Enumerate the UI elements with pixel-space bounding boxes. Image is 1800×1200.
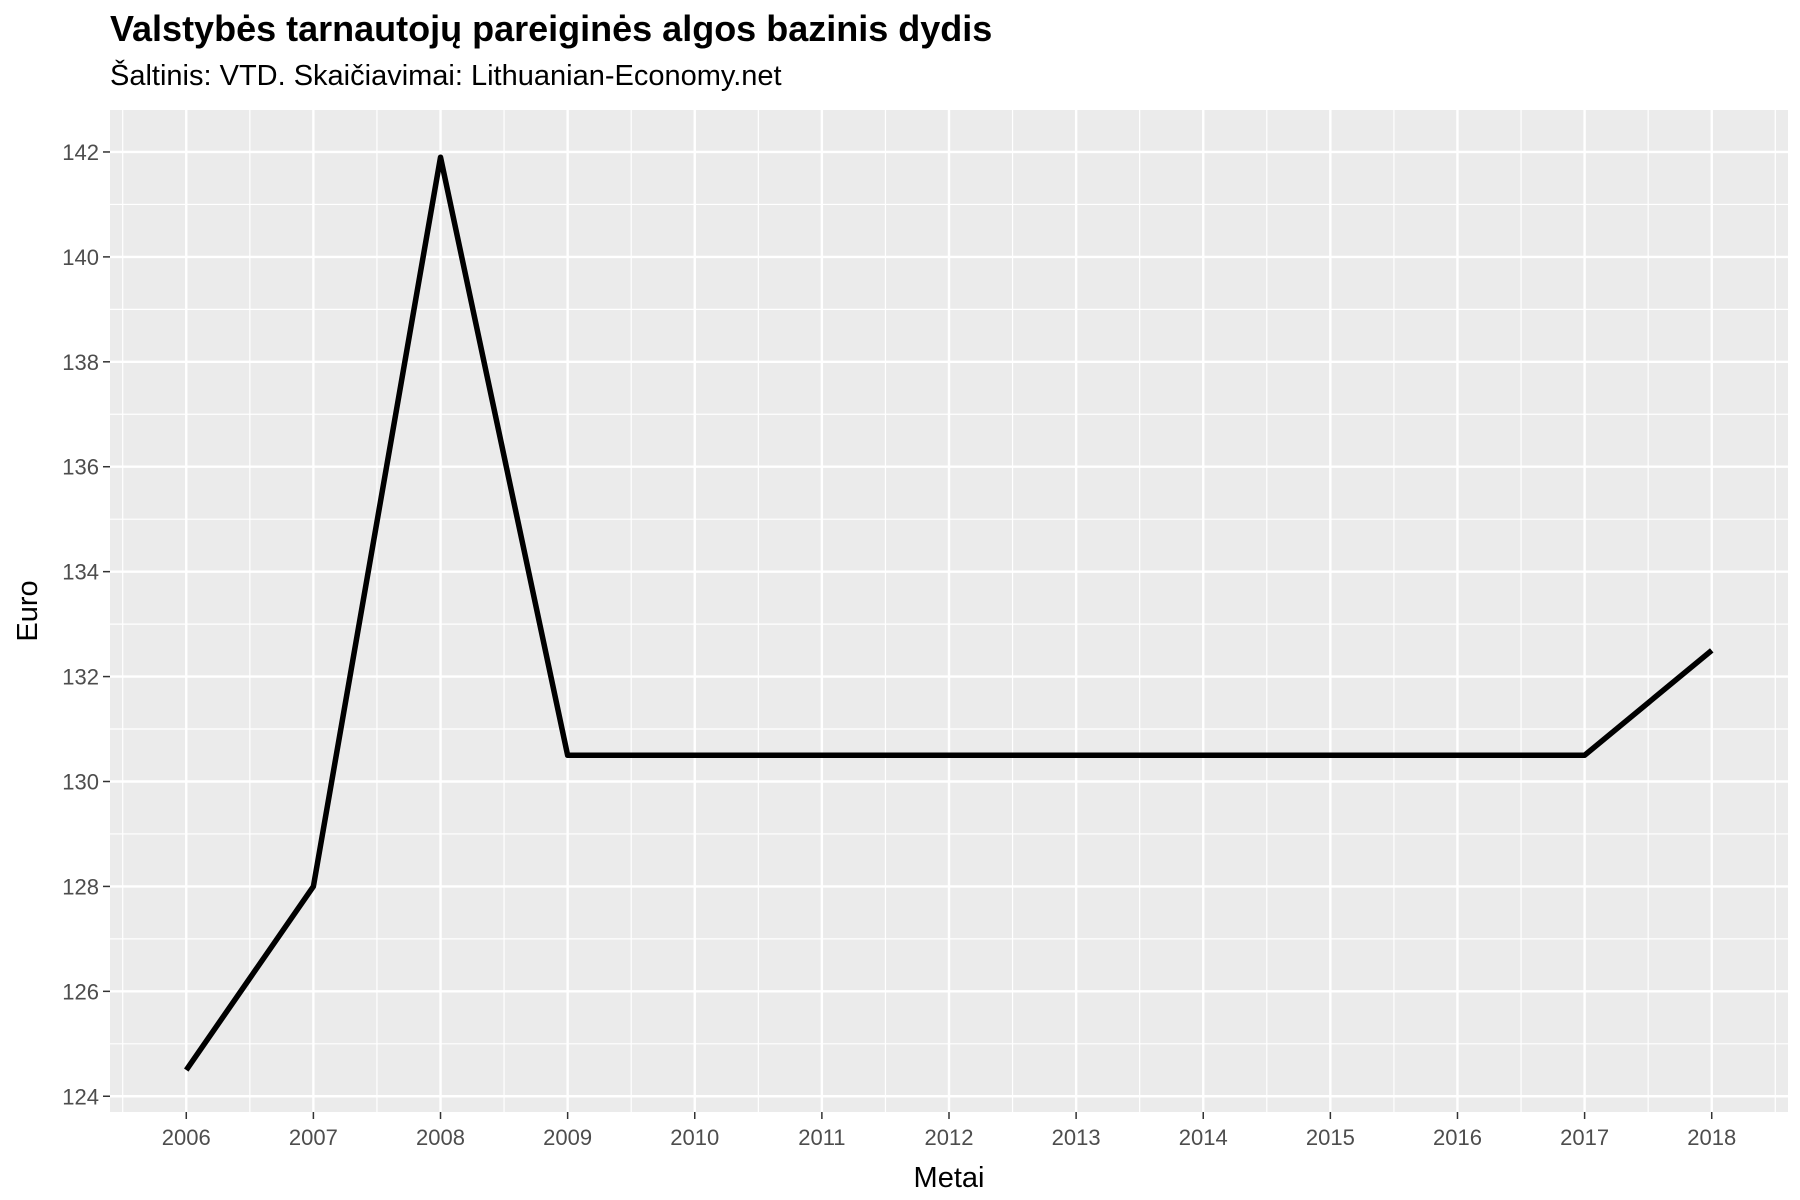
x-tick-label: 2006 [162,1125,211,1150]
x-axis-tick-labels: 2006 2007 2008 2009 2010 2011 2012 2013 2014 2015… [162,1125,1736,1150]
x-tick-label: 2014 [1179,1125,1228,1150]
x-tick-label: 2011 [798,1125,845,1150]
x-tick-label: 2016 [1433,1125,1482,1150]
chart-subtitle: Šaltinis: VTD. Skaičiavimai: Lithuanian-… [110,60,782,92]
y-tick-label: 130 [62,769,99,794]
major-gridlines [110,110,1788,1112]
y-tick-label: 140 [62,245,99,270]
x-tick-label: 2009 [543,1125,592,1150]
y-tick-label: 142 [62,140,99,165]
x-tick-label: 2018 [1687,1125,1736,1150]
x-tick-label: 2007 [289,1125,338,1150]
x-tick-label: 2015 [1306,1125,1355,1150]
x-tick-label: 2008 [416,1125,465,1150]
x-tick-label: 2017 [1560,1125,1609,1150]
y-tick-label: 128 [62,874,99,899]
y-tick-label: 134 [62,560,99,585]
axis-ticks [103,151,1713,1119]
x-tick-label: 2010 [670,1125,719,1150]
y-tick-label: 138 [62,350,99,375]
x-axis-title: Metai [914,1162,985,1194]
x-tick-label: 2013 [1052,1125,1101,1150]
y-tick-label: 132 [62,665,99,690]
y-tick-label: 124 [62,1084,99,1109]
y-axis-tick-labels: 124 126 128 130 132 134 136 138 140 142 [62,140,99,1109]
y-axis-title: Euro [12,580,44,641]
x-tick-label: 2012 [925,1125,974,1150]
series-group [184,154,1714,1072]
chart-title: Valstybės tarnautojų pareiginės algos ba… [110,8,993,49]
y-tick-label: 136 [62,455,99,480]
series-line [184,154,1714,1072]
y-tick-label: 126 [62,979,99,1004]
